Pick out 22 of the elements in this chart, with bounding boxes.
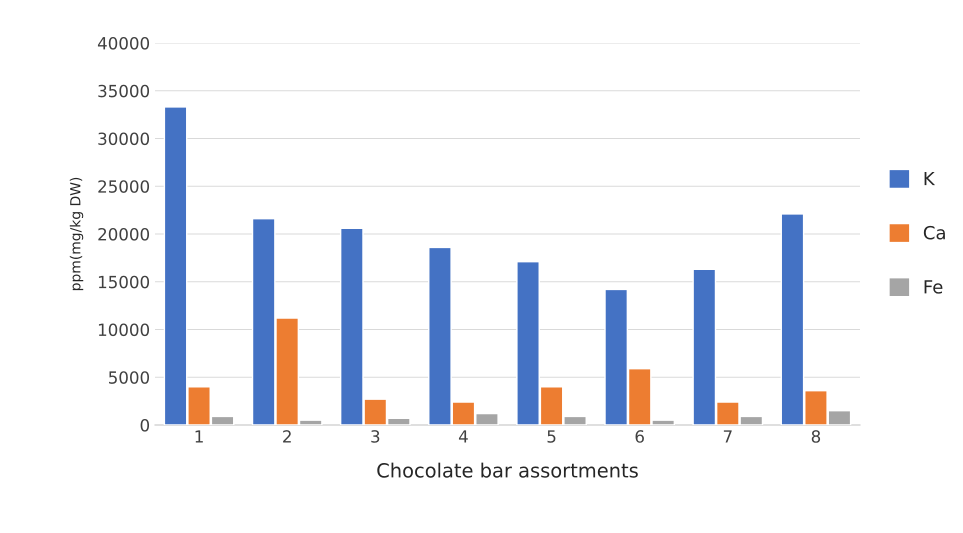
- x-tick-label: 4: [458, 430, 468, 443]
- x-tick-label: 3: [371, 430, 380, 443]
- x-tick-label: 8: [812, 430, 820, 443]
- y-tick-label: 5000: [109, 371, 150, 384]
- x-tick-label: 7: [724, 430, 732, 443]
- x-tick-label: 6: [636, 430, 644, 443]
- legend-label: Ca: [924, 226, 945, 240]
- x-tick-label: 5: [548, 430, 556, 443]
- y-tick-label: 20000: [98, 228, 150, 241]
- y-tick-label: 0: [140, 418, 150, 432]
- y-tick-label: 25000: [98, 180, 150, 193]
- legend-label: K: [924, 172, 936, 186]
- y-tick-label: 30000: [98, 132, 150, 146]
- x-tick-label: 1: [196, 430, 203, 443]
- y-tick-label: 15000: [98, 276, 150, 288]
- legend-label: Fe: [924, 280, 942, 294]
- x-axis-title: Chocolate bar assortments: [377, 462, 638, 478]
- y-tick-label: 40000: [98, 36, 150, 50]
- y-tick-label: 10000: [98, 323, 150, 336]
- x-tick-label: 2: [283, 430, 291, 443]
- y-tick-label: 35000: [98, 84, 150, 98]
- y-axis-title: ppm(mg/kg DW): [70, 178, 84, 290]
